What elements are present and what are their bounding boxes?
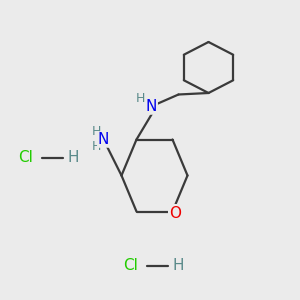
- Text: H: H: [92, 125, 101, 139]
- Text: Cl: Cl: [123, 258, 138, 273]
- Text: N: N: [98, 132, 109, 147]
- Text: H: H: [92, 140, 101, 154]
- Text: H: H: [68, 150, 79, 165]
- Text: H: H: [135, 92, 145, 106]
- Text: N: N: [146, 99, 157, 114]
- Text: O: O: [169, 206, 181, 220]
- Text: H: H: [173, 258, 184, 273]
- Text: Cl: Cl: [18, 150, 33, 165]
